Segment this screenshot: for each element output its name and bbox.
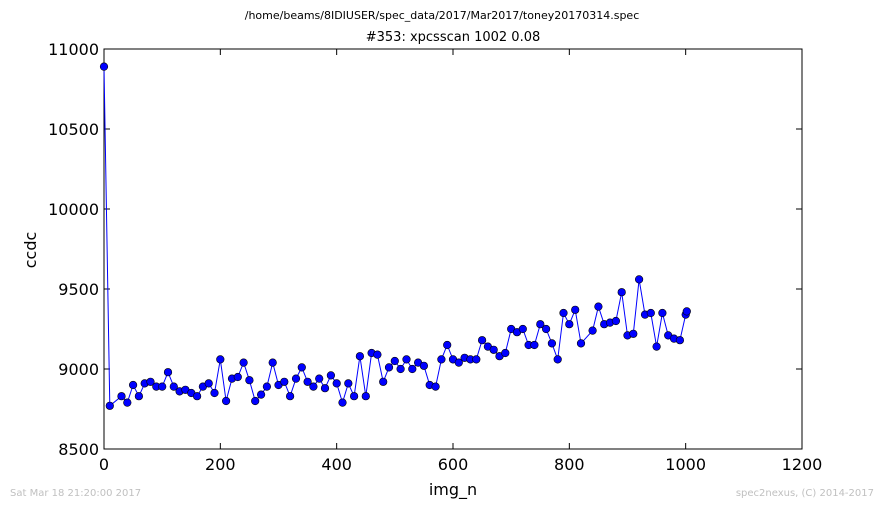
data-point: [315, 374, 324, 383]
data-point: [350, 392, 359, 401]
data-point: [193, 392, 202, 401]
data-point: [355, 352, 365, 361]
data-point: [297, 363, 306, 372]
y-tick-label: 9500: [58, 280, 99, 299]
data-point: [501, 348, 510, 358]
x-axis-label: img_n: [429, 480, 477, 500]
data-point: [530, 340, 539, 350]
data-point: [216, 355, 225, 364]
data-point: [268, 358, 277, 367]
data-point: [291, 374, 301, 383]
data-point: [437, 355, 446, 364]
data-point: [280, 377, 289, 386]
y-tick-label: 9000: [58, 360, 99, 379]
data-point: [146, 377, 155, 386]
x-tick-label: 1200: [782, 455, 823, 474]
data-point: [239, 358, 248, 367]
footer-timestamp: Sat Mar 18 21:20:00 2017: [10, 488, 142, 499]
data-point: [384, 363, 394, 372]
data-point: [611, 316, 621, 326]
figure-supertitle: /home/beams/8IDIUSER/spec_data/2017/Mar2…: [244, 9, 640, 22]
data-point: [123, 398, 132, 407]
data-point: [134, 392, 143, 401]
data-point: [571, 305, 580, 314]
x-tick-label: 1000: [665, 455, 706, 474]
data-point: [373, 350, 382, 359]
data-point: [553, 355, 562, 364]
data-point: [320, 384, 330, 393]
data-point: [309, 382, 318, 391]
data-point: [576, 339, 586, 348]
data-point: [379, 377, 388, 386]
data-point: [419, 361, 429, 370]
x-tick-label: 0: [99, 455, 109, 474]
data-point: [658, 308, 667, 318]
data-point: [129, 380, 138, 390]
data-point: [332, 379, 341, 388]
data-point: [251, 396, 260, 406]
data-point: [682, 307, 691, 316]
data-point: [565, 320, 574, 329]
y-tick-label: 8500: [58, 440, 99, 459]
data-point: [541, 324, 551, 334]
data-point: [286, 392, 295, 401]
data-point: [478, 336, 487, 345]
data-point: [158, 382, 167, 391]
data-point: [559, 308, 568, 318]
data-point: [262, 382, 272, 391]
y-tick-label: 11000: [48, 40, 99, 59]
data-point: [396, 364, 405, 374]
data-point: [204, 379, 213, 388]
data-point: [547, 339, 557, 348]
data-point: [408, 364, 417, 374]
data-point: [163, 368, 173, 377]
x-tick-label: 200: [205, 455, 236, 474]
plot-area-frame: [103, 48, 803, 450]
chart-title: #353: xpcsscan 1002 0.08: [365, 30, 541, 45]
data-point: [257, 390, 266, 399]
x-tick-label: 800: [554, 455, 585, 474]
data-point: [344, 379, 353, 388]
data-point: [454, 358, 463, 367]
data-point: [443, 340, 452, 350]
data-point: [361, 392, 370, 401]
data-point: [518, 324, 527, 334]
data-point: [326, 371, 336, 380]
data-point: [652, 342, 661, 351]
data-point: [169, 382, 178, 391]
data-point: [489, 345, 498, 354]
data-point: [222, 396, 231, 406]
data-point: [594, 302, 603, 311]
data-point: [245, 376, 254, 385]
y-tick-label: 10500: [48, 120, 99, 139]
data-point: [99, 62, 109, 71]
data-point: [588, 326, 597, 335]
data-point: [634, 275, 644, 284]
data-point: [629, 329, 638, 338]
data-point: [210, 388, 219, 398]
data-point: [536, 320, 545, 329]
data-point: [390, 356, 399, 366]
data-point: [675, 336, 685, 345]
data-point: [646, 308, 655, 318]
y-tick-label: 10000: [48, 200, 99, 219]
data-point: [233, 372, 242, 382]
data-point: [617, 288, 626, 297]
x-tick-label: 600: [438, 455, 469, 474]
data-point: [472, 355, 481, 364]
data-point: [105, 401, 114, 410]
y-axis-label: ccdc: [21, 232, 40, 269]
x-tick-label: 400: [321, 455, 352, 474]
data-point: [303, 377, 312, 386]
data-point: [431, 382, 440, 391]
data-point: [338, 398, 347, 407]
data-point: [117, 392, 126, 401]
data-point: [402, 355, 411, 364]
series-line: [103, 66, 688, 407]
footer-credit: spec2nexus, (C) 2014-2017: [735, 488, 874, 499]
